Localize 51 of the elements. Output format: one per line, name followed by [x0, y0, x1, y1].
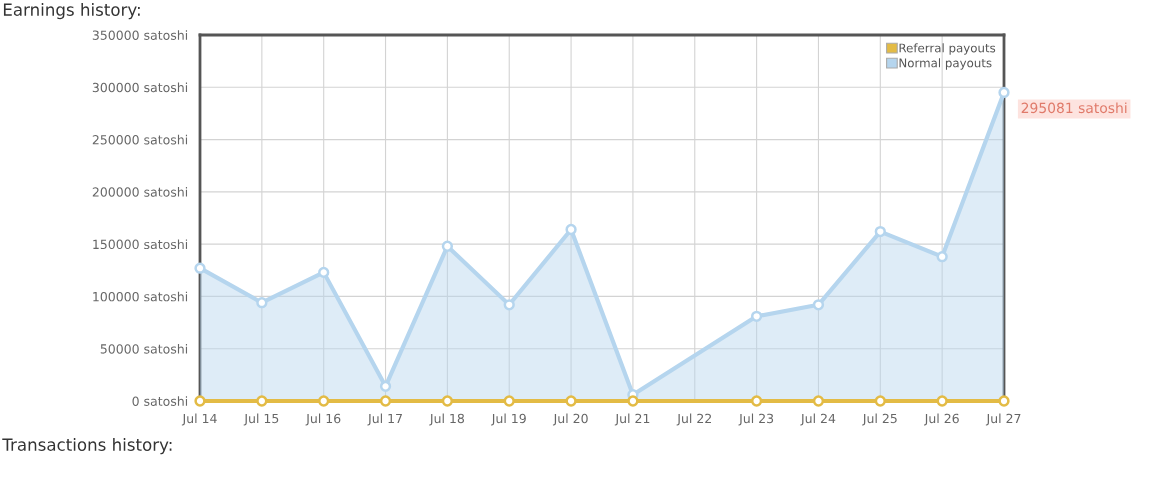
point [441, 240, 454, 252]
point [441, 395, 454, 407]
x-tick-label: Jul 27 [985, 413, 1021, 426]
point [565, 395, 577, 407]
y-tick-label: 350000 satoshi [92, 30, 188, 40]
point [874, 395, 886, 407]
point [503, 395, 515, 407]
point [194, 262, 206, 274]
x-tick-label: Jul 15 [243, 413, 279, 426]
point [998, 86, 1010, 99]
legend-label: Referral payouts [899, 43, 996, 55]
x-tick-label: Jul 18 [429, 413, 465, 426]
y-tick-label: 300000 satoshi [92, 82, 188, 93]
point [318, 266, 330, 279]
y-tick-label: 50000 satoshi [100, 343, 188, 354]
point [318, 395, 330, 407]
point [565, 223, 577, 236]
y-tick-label: 250000 satoshi [92, 134, 188, 145]
point [936, 251, 948, 263]
x-tick-label: Jul 22 [676, 413, 711, 426]
point [750, 310, 763, 322]
x-tick-label: Jul 20 [552, 413, 588, 426]
y-tick-label: 150000 satoshi [93, 239, 188, 250]
y-tick-label: 0 satoshi [132, 396, 188, 406]
point [503, 299, 515, 311]
x-tick-label: Jul 17 [367, 413, 402, 426]
x-tick-label: Jul 14 [181, 413, 217, 426]
x-tick-label: Jul 25 [862, 413, 897, 426]
point [874, 225, 886, 238]
point [627, 395, 639, 407]
x-tick-label: Jul 19 [491, 413, 526, 426]
annotation: 295081 satoshi [1021, 102, 1127, 114]
x-tick-label: Jul 24 [800, 413, 836, 426]
legend-label: Normal payouts [899, 58, 992, 70]
chart-title: Earnings history: [3, 3, 140, 20]
x-tick-label: Jul 21 [614, 413, 650, 426]
point [936, 395, 948, 407]
text: Transactions history: [2, 438, 172, 455]
point [750, 395, 763, 407]
x-tick-label: Jul 26 [924, 413, 959, 426]
point [812, 299, 825, 311]
point [998, 395, 1010, 407]
y-tick-label: 200000 satoshi [92, 187, 188, 197]
y-tick-label: 100000 satoshi [93, 291, 188, 302]
point [194, 395, 206, 407]
x-tick-label: Jul 23 [738, 413, 774, 426]
x-tick-label: Jul 16 [305, 413, 341, 426]
point [812, 395, 825, 407]
point [379, 395, 392, 407]
point [256, 395, 268, 407]
point [256, 297, 268, 309]
